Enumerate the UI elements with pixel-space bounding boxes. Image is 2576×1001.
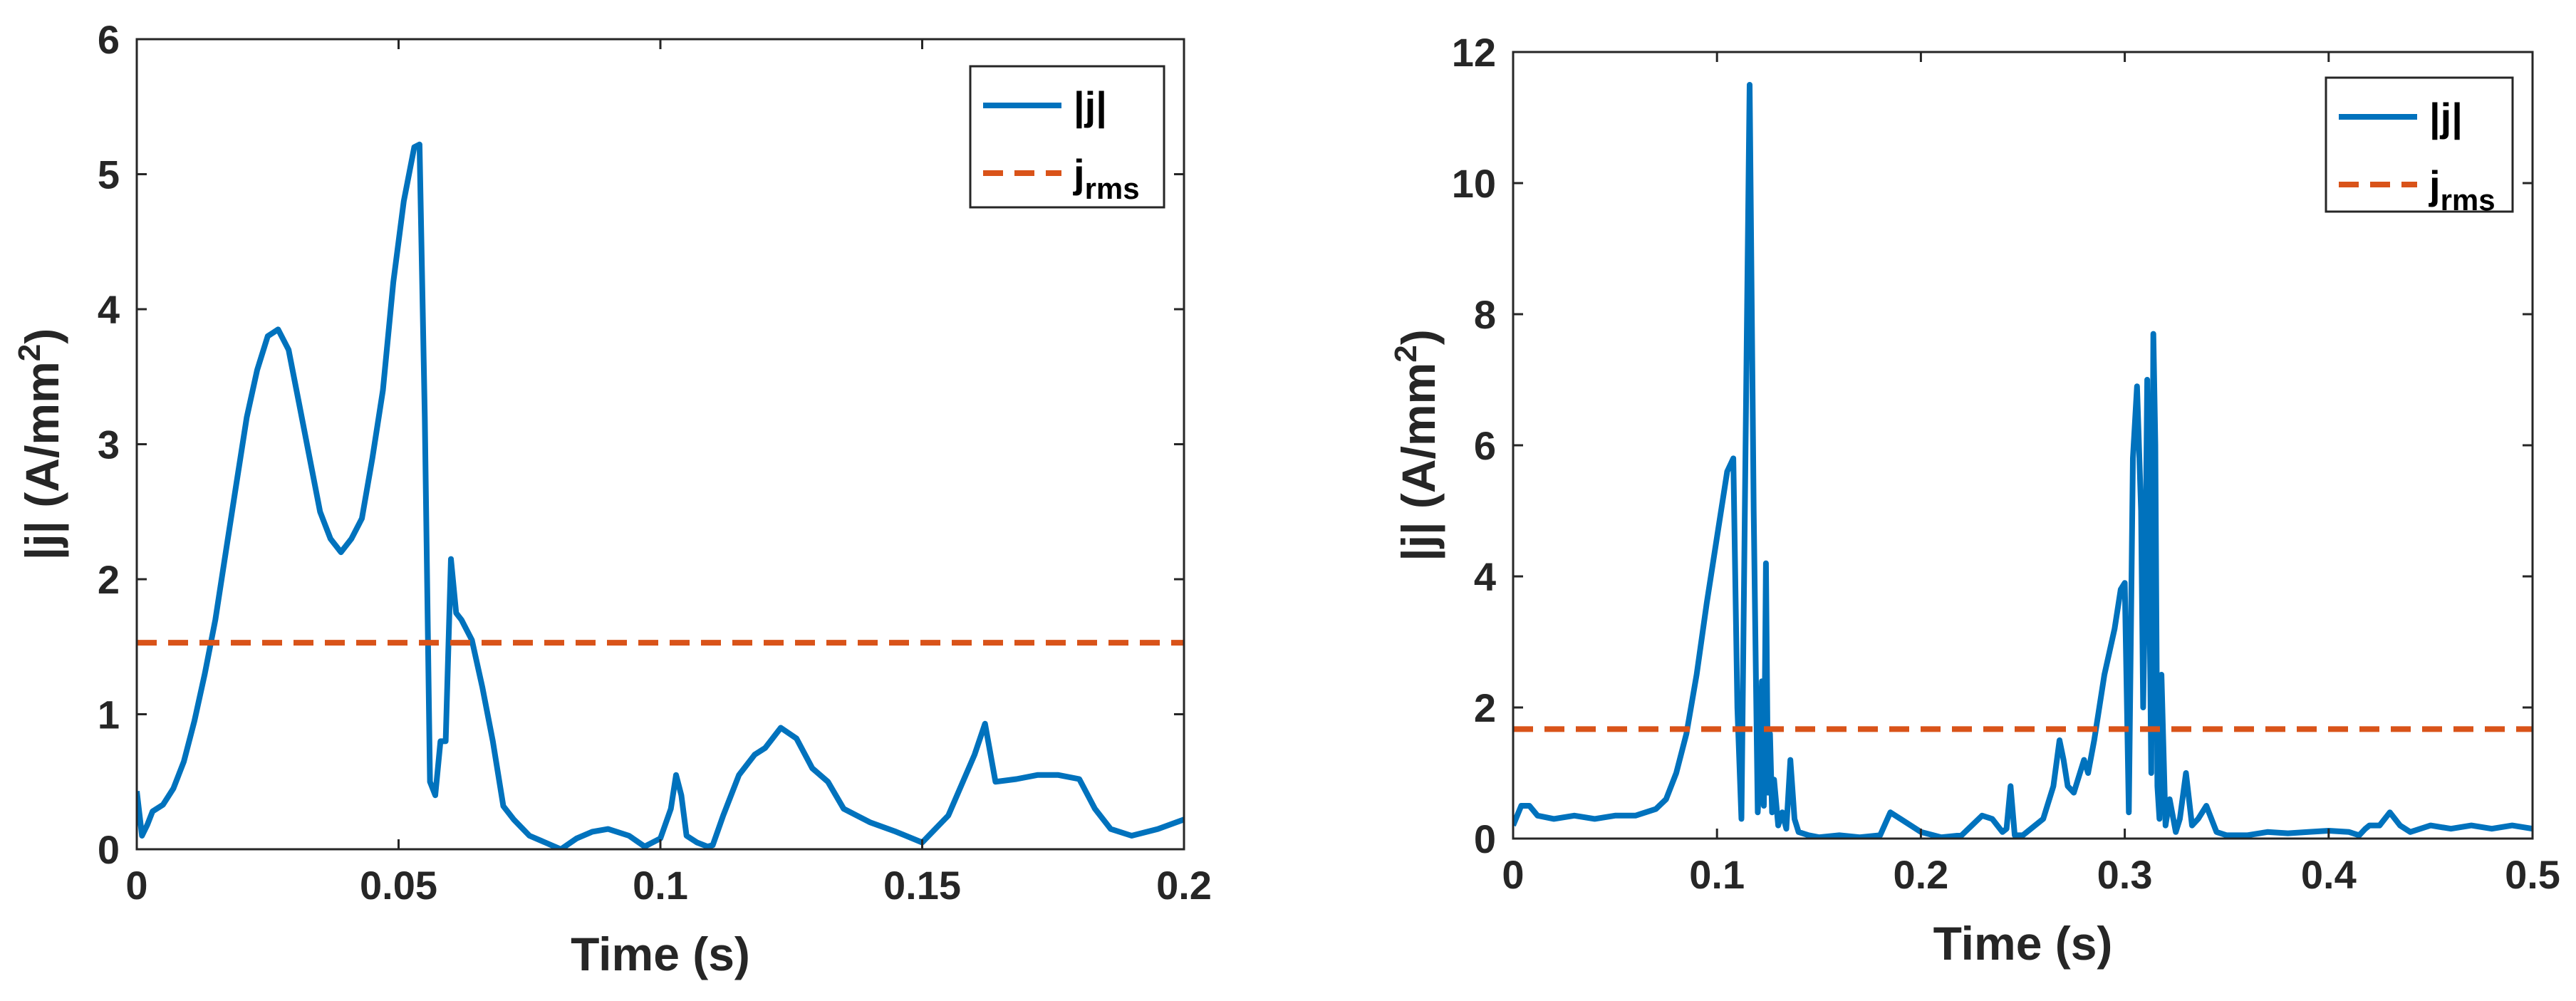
legend-label-sub: rms (2441, 183, 2496, 217)
legend-label: jrms (1073, 151, 1140, 205)
plot-area (137, 141, 1184, 849)
y-tick-label: 6 (1474, 423, 1496, 468)
x-tick-label: 0 (1502, 852, 1524, 897)
x-tick-label: 0.2 (1893, 852, 1948, 897)
chart-2: 0 0.1 0.2 0.3 0.4 0.5 0 2 4 6 8 10 12 Time (s) |j| (A/… (1388, 30, 2560, 970)
x-tick-label: 0.4 (2301, 852, 2357, 897)
y-tick-label: 8 (1474, 292, 1496, 337)
legend-label-main: |j| (2429, 95, 2463, 140)
y-tick-label: 4 (98, 287, 120, 332)
y-tick-label: 0 (98, 827, 120, 872)
y-axis-label-main: |j| (A/mm (1392, 363, 1446, 561)
legend: |j| jrms (2325, 76, 2514, 217)
series-j-abs-line (1513, 82, 2533, 839)
x-tick-label: 0 (125, 863, 147, 908)
x-axis-label: Time (s) (571, 928, 750, 980)
x-tick-label: 0.1 (633, 863, 688, 908)
y-axis-label-close: ) (1392, 329, 1445, 345)
y-tick-label: 12 (1452, 30, 1496, 75)
legend-label-main: j (2429, 162, 2441, 207)
y-axis-label-close: ) (16, 328, 68, 344)
legend-label-sub: rms (1085, 172, 1140, 205)
x-tick-label: 0.5 (2505, 852, 2560, 897)
legend-box (969, 65, 1165, 209)
plot-area (1513, 82, 2533, 839)
series-j-abs-line (137, 141, 1184, 849)
x-tick-label: 0.15 (883, 863, 961, 908)
y-axis-label-sup: 2 (12, 344, 47, 361)
legend: |j| jrms (969, 65, 1165, 209)
y-tick-label: 10 (1452, 161, 1496, 206)
y-tick-label: 3 (98, 422, 120, 467)
legend-box (2325, 76, 2514, 213)
y-tick-label: 2 (98, 557, 120, 602)
y-tick-label: 0 (1474, 816, 1496, 861)
y-tick-label: 2 (1474, 685, 1496, 730)
y-tick-label: 1 (98, 693, 120, 737)
legend-label-main: j (1073, 151, 1085, 196)
legend-label: |j| (1074, 83, 1107, 129)
x-tick-label: 0.05 (360, 863, 437, 908)
y-axis-label-main: |j| (A/mm (16, 361, 70, 560)
y-tick-label: 6 (98, 17, 120, 62)
legend-label: jrms (2429, 162, 2496, 217)
y-tick-label: 5 (98, 152, 120, 197)
y-axis-label: |j| (A/mm2) (12, 328, 70, 560)
x-tick-label: 0.2 (1156, 863, 1212, 908)
y-tick-label: 4 (1474, 554, 1496, 599)
x-axis-label: Time (s) (1933, 917, 2113, 970)
x-tick-label: 0.1 (1689, 852, 1745, 897)
x-tick-label: 0.3 (2097, 852, 2153, 897)
y-axis-label-sup: 2 (1388, 345, 1423, 362)
legend-label: |j| (2429, 95, 2463, 140)
legend-label-main: |j| (1074, 83, 1107, 129)
y-axis-label: |j| (A/mm2) (1388, 329, 1446, 561)
